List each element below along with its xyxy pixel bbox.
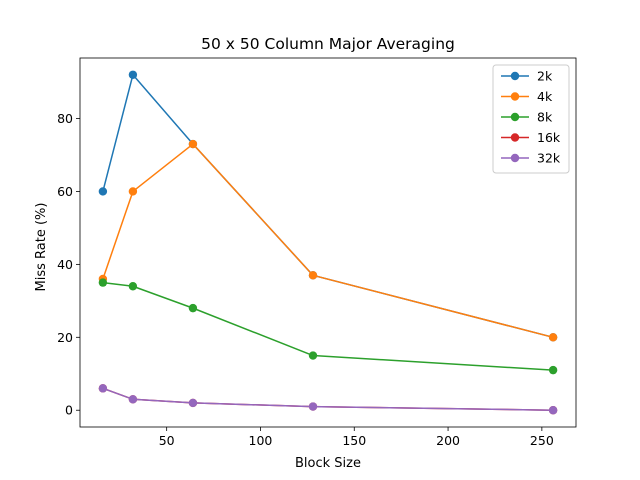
legend-marker [510, 133, 520, 142]
data-point [128, 70, 138, 79]
plot-area: 50 100 150 200 250 0 20 40 60 80 [57, 57, 577, 448]
data-point [188, 303, 198, 313]
legend-item: 32k [501, 151, 561, 166]
x-axis-label: Block Size [295, 456, 361, 471]
y-tick-label: 0 [65, 403, 73, 418]
y-tick-label: 80 [57, 111, 73, 126]
series-32k [98, 384, 558, 415]
x-tick-label: 150 [342, 433, 366, 448]
x-tick-label: 50 [159, 433, 175, 448]
data-point [128, 282, 138, 291]
legend-marker [510, 153, 520, 163]
data-point [548, 406, 558, 415]
data-point [308, 351, 318, 360]
legend-marker [510, 92, 520, 101]
legend-label: 8k [537, 110, 553, 125]
legend-label: 16k [537, 130, 561, 145]
data-point [98, 187, 108, 196]
y-tick-label: 20 [57, 330, 73, 345]
data-point [548, 365, 558, 375]
legend-label: 32k [537, 151, 561, 166]
data-point [128, 187, 138, 196]
x-tick-label: 250 [530, 433, 554, 448]
chart-title: 50 x 50 Column Major Averaging [201, 35, 455, 53]
legend-marker [510, 112, 520, 122]
legend-box [492, 64, 570, 174]
series-8k [98, 278, 558, 375]
legend: 2k 4k 8k 16k 32k [492, 64, 570, 174]
legend-label: 4k [537, 89, 553, 104]
legend-label: 2k [537, 69, 553, 84]
data-point [188, 398, 198, 408]
data-point [548, 333, 558, 342]
data-point [308, 271, 318, 280]
y-tick-label: 60 [57, 184, 73, 199]
data-point [308, 402, 318, 411]
axes-frame [79, 57, 577, 428]
data-point [98, 278, 108, 287]
x-tick-label: 100 [249, 433, 273, 448]
legend-item: 4k [501, 89, 553, 104]
data-point [128, 395, 138, 404]
y-tick-label: 40 [57, 257, 73, 272]
data-point [188, 139, 198, 149]
data-point [98, 384, 108, 393]
x-tick-label: 200 [436, 433, 460, 448]
legend-marker [510, 71, 520, 81]
y-axis-label: Miss Rate (%) [34, 203, 49, 292]
legend-item: 8k [501, 110, 553, 125]
legend-item: 2k [501, 69, 553, 84]
legend-item: 16k [501, 130, 561, 145]
